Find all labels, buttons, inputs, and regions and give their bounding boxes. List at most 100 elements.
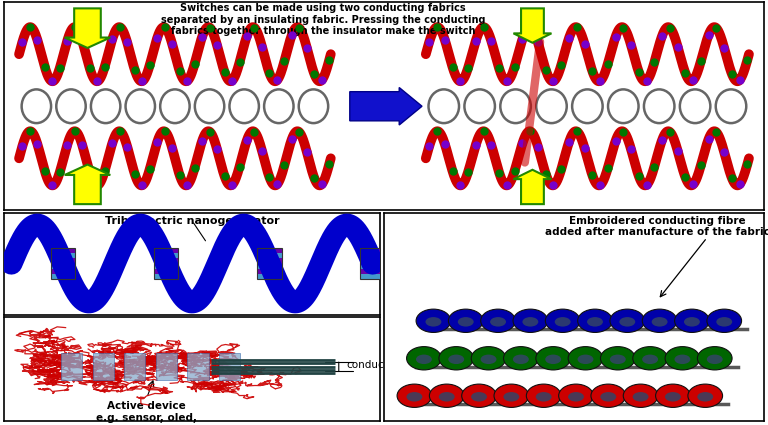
Bar [360,269,385,274]
Ellipse shape [416,354,432,364]
Bar [154,269,178,274]
Ellipse shape [707,309,742,332]
Text: Embroidered conducting fibre
added after manufacture of the fabric: Embroidered conducting fibre added after… [545,215,768,237]
Ellipse shape [472,347,506,370]
Bar [360,248,385,279]
Ellipse shape [674,354,690,364]
Ellipse shape [503,392,519,402]
Text: Triboelectric nanogenerator: Triboelectric nanogenerator [104,215,280,226]
Ellipse shape [587,317,603,326]
Ellipse shape [490,317,506,326]
Ellipse shape [633,392,648,402]
Bar [257,253,282,258]
FancyArrow shape [65,8,111,48]
FancyArrow shape [349,88,422,125]
Ellipse shape [406,347,442,370]
Bar [154,274,178,279]
Ellipse shape [397,384,432,408]
Ellipse shape [610,354,626,364]
Ellipse shape [471,392,487,402]
Ellipse shape [504,347,538,370]
Ellipse shape [425,317,442,326]
Bar [154,248,178,253]
Ellipse shape [697,347,732,370]
Ellipse shape [642,309,677,332]
Ellipse shape [416,309,451,332]
Bar [257,258,282,264]
Ellipse shape [568,347,603,370]
Bar [51,264,75,269]
Bar [360,253,385,258]
Ellipse shape [439,392,455,402]
Ellipse shape [601,347,635,370]
Ellipse shape [536,392,551,402]
Ellipse shape [449,354,464,364]
Bar [51,253,75,258]
Ellipse shape [665,347,700,370]
Bar [257,274,282,279]
Ellipse shape [536,347,571,370]
Ellipse shape [513,309,548,332]
Ellipse shape [697,392,713,402]
Bar [257,269,282,274]
Ellipse shape [674,309,710,332]
Ellipse shape [449,309,483,332]
Ellipse shape [462,384,496,408]
Ellipse shape [526,384,561,408]
Ellipse shape [684,317,700,326]
Ellipse shape [481,354,496,364]
Ellipse shape [494,384,528,408]
Bar [51,248,75,253]
Bar [51,258,75,264]
Bar [257,248,282,279]
Ellipse shape [610,309,644,332]
Bar [360,264,385,269]
Bar [124,353,145,380]
Bar [154,264,178,269]
Ellipse shape [656,384,690,408]
Bar [154,258,178,264]
Ellipse shape [665,392,681,402]
Ellipse shape [624,384,658,408]
Bar [219,353,240,380]
Bar [93,353,114,380]
Ellipse shape [578,354,594,364]
Bar [257,264,282,269]
Ellipse shape [545,309,580,332]
Bar [257,248,282,253]
Bar [61,353,82,380]
Ellipse shape [578,309,612,332]
FancyArrow shape [65,164,111,204]
FancyArrow shape [514,170,551,204]
Ellipse shape [568,392,584,402]
Bar [51,248,75,279]
FancyArrow shape [514,8,551,43]
Ellipse shape [429,384,464,408]
Bar [360,258,385,264]
Ellipse shape [633,347,667,370]
Bar [360,248,385,253]
Ellipse shape [558,384,594,408]
Ellipse shape [591,384,626,408]
Ellipse shape [513,354,529,364]
Bar [154,253,178,258]
Ellipse shape [406,392,422,402]
Ellipse shape [458,317,474,326]
Text: Switches can be made using two conducting fabrics
separated by an insulating fab: Switches can be made using two conductin… [161,3,485,37]
Ellipse shape [439,347,474,370]
Ellipse shape [707,354,723,364]
Bar [51,274,75,279]
Ellipse shape [688,384,723,408]
Ellipse shape [554,317,571,326]
Text: conductors: conductors [346,360,405,369]
Bar [360,274,385,279]
Ellipse shape [652,317,667,326]
Text: Active device
e.g. sensor, oled,: Active device e.g. sensor, oled, [96,401,197,422]
Ellipse shape [481,309,515,332]
Ellipse shape [642,354,658,364]
Bar [51,269,75,274]
Ellipse shape [522,317,538,326]
Ellipse shape [717,317,732,326]
Bar [187,353,209,380]
Ellipse shape [619,317,635,326]
